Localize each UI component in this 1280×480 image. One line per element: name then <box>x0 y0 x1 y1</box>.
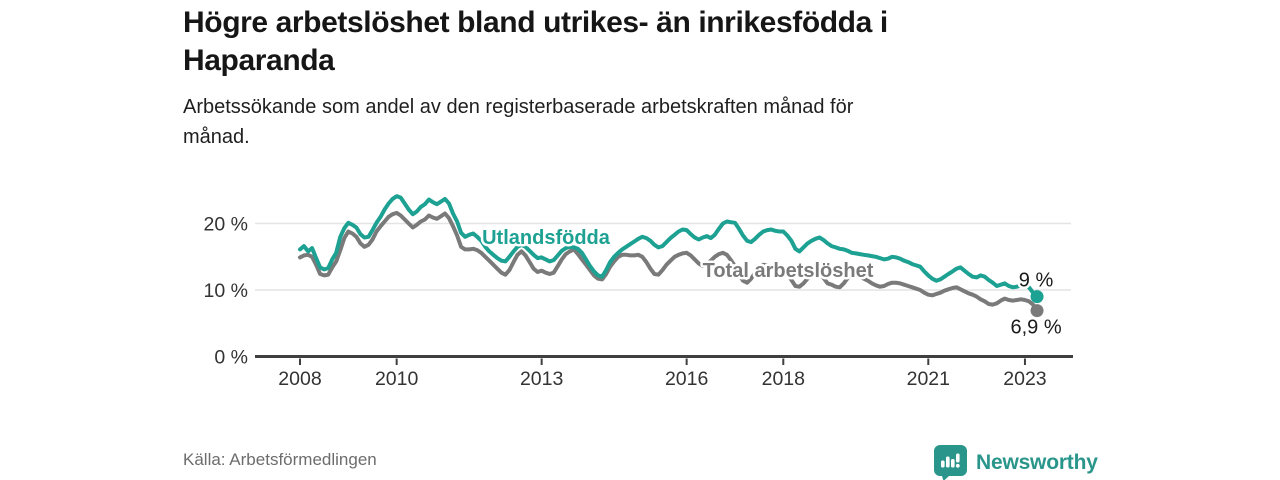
x-tick-label: 2010 <box>375 368 419 390</box>
series-end-label: 9 % <box>1019 270 1054 292</box>
series-name-label: Utlandsfödda <box>482 227 611 249</box>
y-tick-label: 20 % <box>204 214 248 236</box>
page-title: Högre arbetslöshet bland utrikes- än inr… <box>183 4 1163 80</box>
brand-name: Newsworthy <box>976 450 1098 474</box>
source-note: Källa: Arbetsförmedlingen <box>183 450 377 469</box>
newsworthy-logo-icon <box>934 445 967 480</box>
x-tick-label: 2021 <box>907 368 950 390</box>
subtitle-line-1: Arbetssökande som andel av den registerb… <box>183 96 854 118</box>
x-tick-label: 2016 <box>665 368 708 390</box>
series-end-label: 6,9 % <box>1010 317 1061 339</box>
series-end-dot <box>1030 290 1044 304</box>
logo-bar-1 <box>941 460 945 468</box>
logo-exclamation-dot <box>955 463 960 468</box>
series-line-utlandsfodda <box>298 194 1039 299</box>
x-tick-label: 2013 <box>520 368 563 390</box>
chart-subtitle: Arbetssökande som andel av den registerb… <box>183 92 1083 152</box>
series-line-total <box>298 210 1039 313</box>
series-name-label: Total arbetslöshet <box>703 260 874 282</box>
y-tick-label: 0 % <box>214 347 248 369</box>
title-line-1: Högre arbetslöshet bland utrikes- än inr… <box>183 6 888 39</box>
newsworthy-brand: Newsworthy <box>933 444 1098 480</box>
subtitle-line-2: månad. <box>183 126 250 148</box>
x-tick-label: 2008 <box>278 368 321 390</box>
x-tick-label: 2018 <box>762 368 805 390</box>
series-end-dot <box>1030 304 1044 318</box>
title-line-2: Haparanda <box>183 44 335 77</box>
logo-exclamation-bar <box>956 453 960 463</box>
logo-bar-3 <box>951 459 955 468</box>
logo-bar-2 <box>946 456 950 468</box>
y-tick-label: 10 % <box>204 280 248 302</box>
x-tick-label: 2023 <box>1003 368 1046 390</box>
